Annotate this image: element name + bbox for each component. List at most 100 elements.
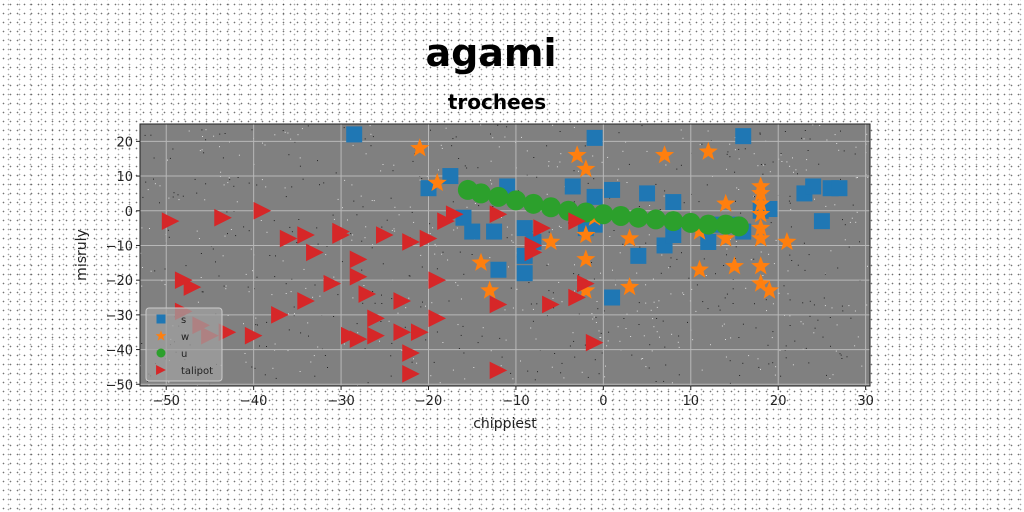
data-point-w [576, 280, 596, 299]
noise-dot [574, 290, 575, 292]
noise-dot [235, 235, 237, 237]
noise-dot [814, 327, 816, 329]
data-point-s [442, 168, 459, 185]
noise-dot [732, 288, 734, 290]
data-point-u [593, 204, 614, 225]
noise-dot [790, 226, 792, 228]
noise-dot [537, 371, 538, 373]
noise-dot [825, 205, 827, 207]
noise-dot [511, 240, 513, 242]
noise-dot [168, 381, 170, 383]
noise-dot [593, 316, 595, 318]
data-point-talipot [161, 212, 180, 230]
noise-dot [196, 192, 198, 194]
noise-dot [649, 205, 651, 206]
noise-dot [305, 287, 307, 289]
noise-dot [735, 200, 736, 202]
noise-dot [785, 345, 787, 347]
noise-dot [779, 349, 781, 351]
noise-dot [638, 206, 640, 207]
noise-dot [678, 346, 680, 348]
data-point-w [716, 193, 736, 212]
noise-dot [274, 134, 276, 136]
noise-dot [429, 233, 431, 235]
noise-dot [317, 160, 318, 162]
noise-dot [682, 292, 684, 294]
noise-dot [656, 331, 658, 333]
y-tick-label: −50 [106, 378, 133, 393]
y-tick-label: −20 [106, 274, 133, 289]
noise-dot [699, 144, 701, 146]
noise-dot [261, 179, 263, 181]
noise-dot [296, 242, 298, 243]
noise-dot [302, 178, 304, 180]
noise-dot [397, 312, 399, 314]
noise-dot [690, 193, 692, 195]
noise-dot [630, 336, 632, 337]
noise-dot [317, 243, 319, 245]
noise-dot [441, 147, 443, 149]
noise-dot [351, 239, 353, 241]
noise-dot [413, 221, 415, 223]
noise-dot [412, 160, 414, 162]
noise-dot [408, 275, 410, 277]
noise-dot [762, 275, 764, 276]
noise-dot [552, 297, 554, 299]
noise-dot [594, 359, 596, 361]
noise-dot [645, 242, 647, 244]
noise-dot [447, 259, 449, 261]
noise-dot [436, 268, 438, 270]
noise-dot [692, 339, 694, 341]
noise-dot [247, 286, 249, 288]
noise-dot [220, 171, 222, 173]
noise-dot [600, 272, 601, 274]
data-point-s [639, 185, 656, 202]
noise-dot [643, 335, 645, 337]
noise-dot [140, 252, 142, 254]
noise-dot [363, 285, 365, 286]
noise-dot [601, 161, 603, 163]
noise-dot [185, 265, 187, 267]
data-point-w [690, 259, 709, 278]
noise-dot [591, 262, 592, 263]
noise-dot [848, 246, 850, 248]
noise-dot [462, 325, 464, 327]
noise-dot [805, 347, 807, 349]
data-point-talipot [402, 344, 420, 362]
noise-dot [422, 301, 423, 303]
noise-dot [725, 339, 726, 340]
noise-dot [664, 190, 666, 192]
noise-dot [153, 178, 154, 180]
noise-dot [256, 184, 258, 186]
noise-dot [522, 309, 524, 311]
noise-dot [824, 272, 826, 274]
data-point-u [698, 214, 719, 235]
series-u [457, 179, 749, 237]
noise-dot [205, 139, 207, 141]
data-point-w [716, 228, 736, 247]
noise-dot [640, 358, 642, 360]
chart-title: agami [425, 31, 556, 75]
noise-dot [638, 324, 640, 325]
noise-dot [419, 179, 421, 181]
noise-dot [452, 138, 454, 140]
noise-dot [164, 284, 166, 286]
noise-dot [441, 253, 443, 255]
noise-dot [453, 229, 455, 231]
noise-dot [601, 352, 603, 354]
noise-dot [658, 300, 660, 302]
noise-dot [851, 217, 853, 219]
noise-dot [824, 305, 826, 307]
noise-dot [275, 377, 277, 379]
noise-dot [442, 251, 444, 253]
noise-dot [663, 380, 665, 382]
noise-dot [391, 342, 393, 344]
noise-dot [459, 251, 461, 253]
noise-dot [738, 148, 740, 150]
noise-dot [293, 306, 295, 308]
y-tick-label: −40 [106, 344, 133, 359]
noise-dot [785, 357, 787, 359]
noise-dot [626, 182, 628, 183]
noise-dot [855, 177, 857, 179]
noise-dot [436, 331, 438, 333]
